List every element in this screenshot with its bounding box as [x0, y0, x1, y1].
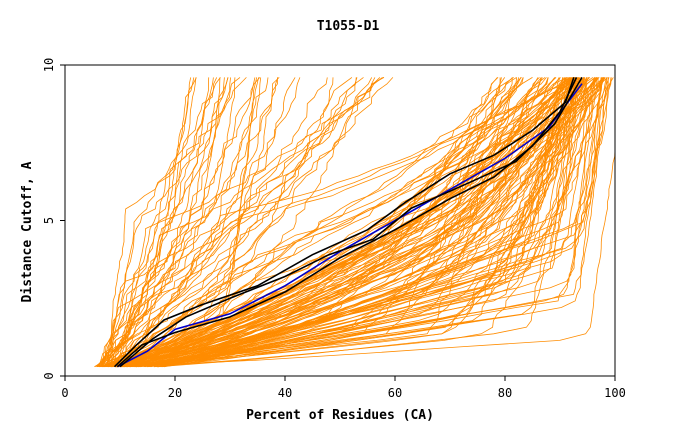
model-curve: [112, 77, 598, 368]
model-curve: [108, 77, 197, 367]
model-curve: [103, 77, 394, 367]
y-axis-ticks: 0 5 10: [42, 58, 65, 380]
model-curve: [105, 77, 296, 367]
x-tick-label: 80: [498, 386, 512, 400]
model-curve: [116, 77, 575, 368]
model-curve: [96, 77, 195, 367]
model-curve: [157, 77, 606, 368]
model-curve: [135, 77, 602, 368]
model-curve: [135, 77, 589, 368]
series-line: [113, 77, 575, 368]
model-curve: [102, 77, 247, 367]
x-tick-label: 0: [61, 386, 68, 400]
y-tick-label: 10: [42, 58, 56, 72]
model-curve: [114, 77, 575, 368]
model-curve: [154, 77, 607, 368]
model-curve: [108, 77, 506, 368]
x-axis-ticks: 0 20 40 60 80 100: [61, 376, 626, 400]
model-curve: [158, 77, 604, 368]
chart-title: T1055-D1: [317, 19, 380, 34]
x-tick-label: 20: [168, 386, 182, 400]
model-curve: [95, 77, 353, 368]
model-curve: [125, 77, 585, 368]
model-curve: [111, 77, 364, 367]
model-curve: [121, 77, 573, 368]
model-curve: [113, 77, 214, 367]
model-curve: [94, 77, 357, 368]
model-curve: [118, 77, 522, 368]
x-tick-label: 40: [278, 386, 292, 400]
model-curve: [107, 77, 501, 368]
model-curve: [107, 77, 384, 367]
model-lines: [94, 77, 616, 368]
model-curve: [98, 77, 334, 368]
x-axis-label: Percent of Residues (CA): [246, 408, 434, 423]
model-curve: [101, 77, 221, 368]
model-curve: [144, 77, 605, 368]
x-tick-label: 60: [388, 386, 402, 400]
model-curve: [138, 77, 578, 368]
model-curve: [130, 77, 605, 368]
highlighted-series: [113, 76, 583, 368]
model-curve: [110, 77, 210, 367]
model-curve: [126, 77, 567, 368]
model-curve: [120, 77, 581, 368]
model-curve: [138, 77, 579, 368]
model-curve: [156, 77, 577, 368]
model-curve: [118, 77, 502, 368]
model-curve: [98, 77, 590, 368]
model-curve: [146, 77, 614, 368]
model-curve: [146, 77, 570, 368]
model-curve: [97, 77, 236, 367]
model-curve: [144, 77, 566, 368]
model-curve: [158, 77, 586, 368]
y-tick-label: 0: [42, 372, 56, 379]
model-curve: [164, 77, 587, 368]
model-curve: [110, 77, 229, 367]
model-curve: [149, 77, 602, 368]
y-tick-label: 5: [42, 217, 56, 224]
model-curve: [108, 77, 221, 367]
model-curve: [156, 77, 585, 368]
model-curve: [108, 77, 381, 367]
model-curve: [101, 77, 557, 368]
series-line: [119, 76, 583, 368]
x-tick-label: 100: [604, 386, 626, 400]
model-curve: [118, 77, 575, 368]
y-axis-label: Distance Cutoff, A: [20, 161, 35, 302]
model-curve: [120, 77, 514, 368]
model-curve: [162, 77, 595, 368]
model-curve: [107, 77, 192, 367]
model-curve: [114, 77, 328, 367]
model-curve: [115, 77, 566, 368]
model-curve: [98, 77, 278, 367]
model-curve: [163, 77, 603, 368]
model-curve: [118, 77, 612, 368]
model-curve: [106, 77, 218, 367]
